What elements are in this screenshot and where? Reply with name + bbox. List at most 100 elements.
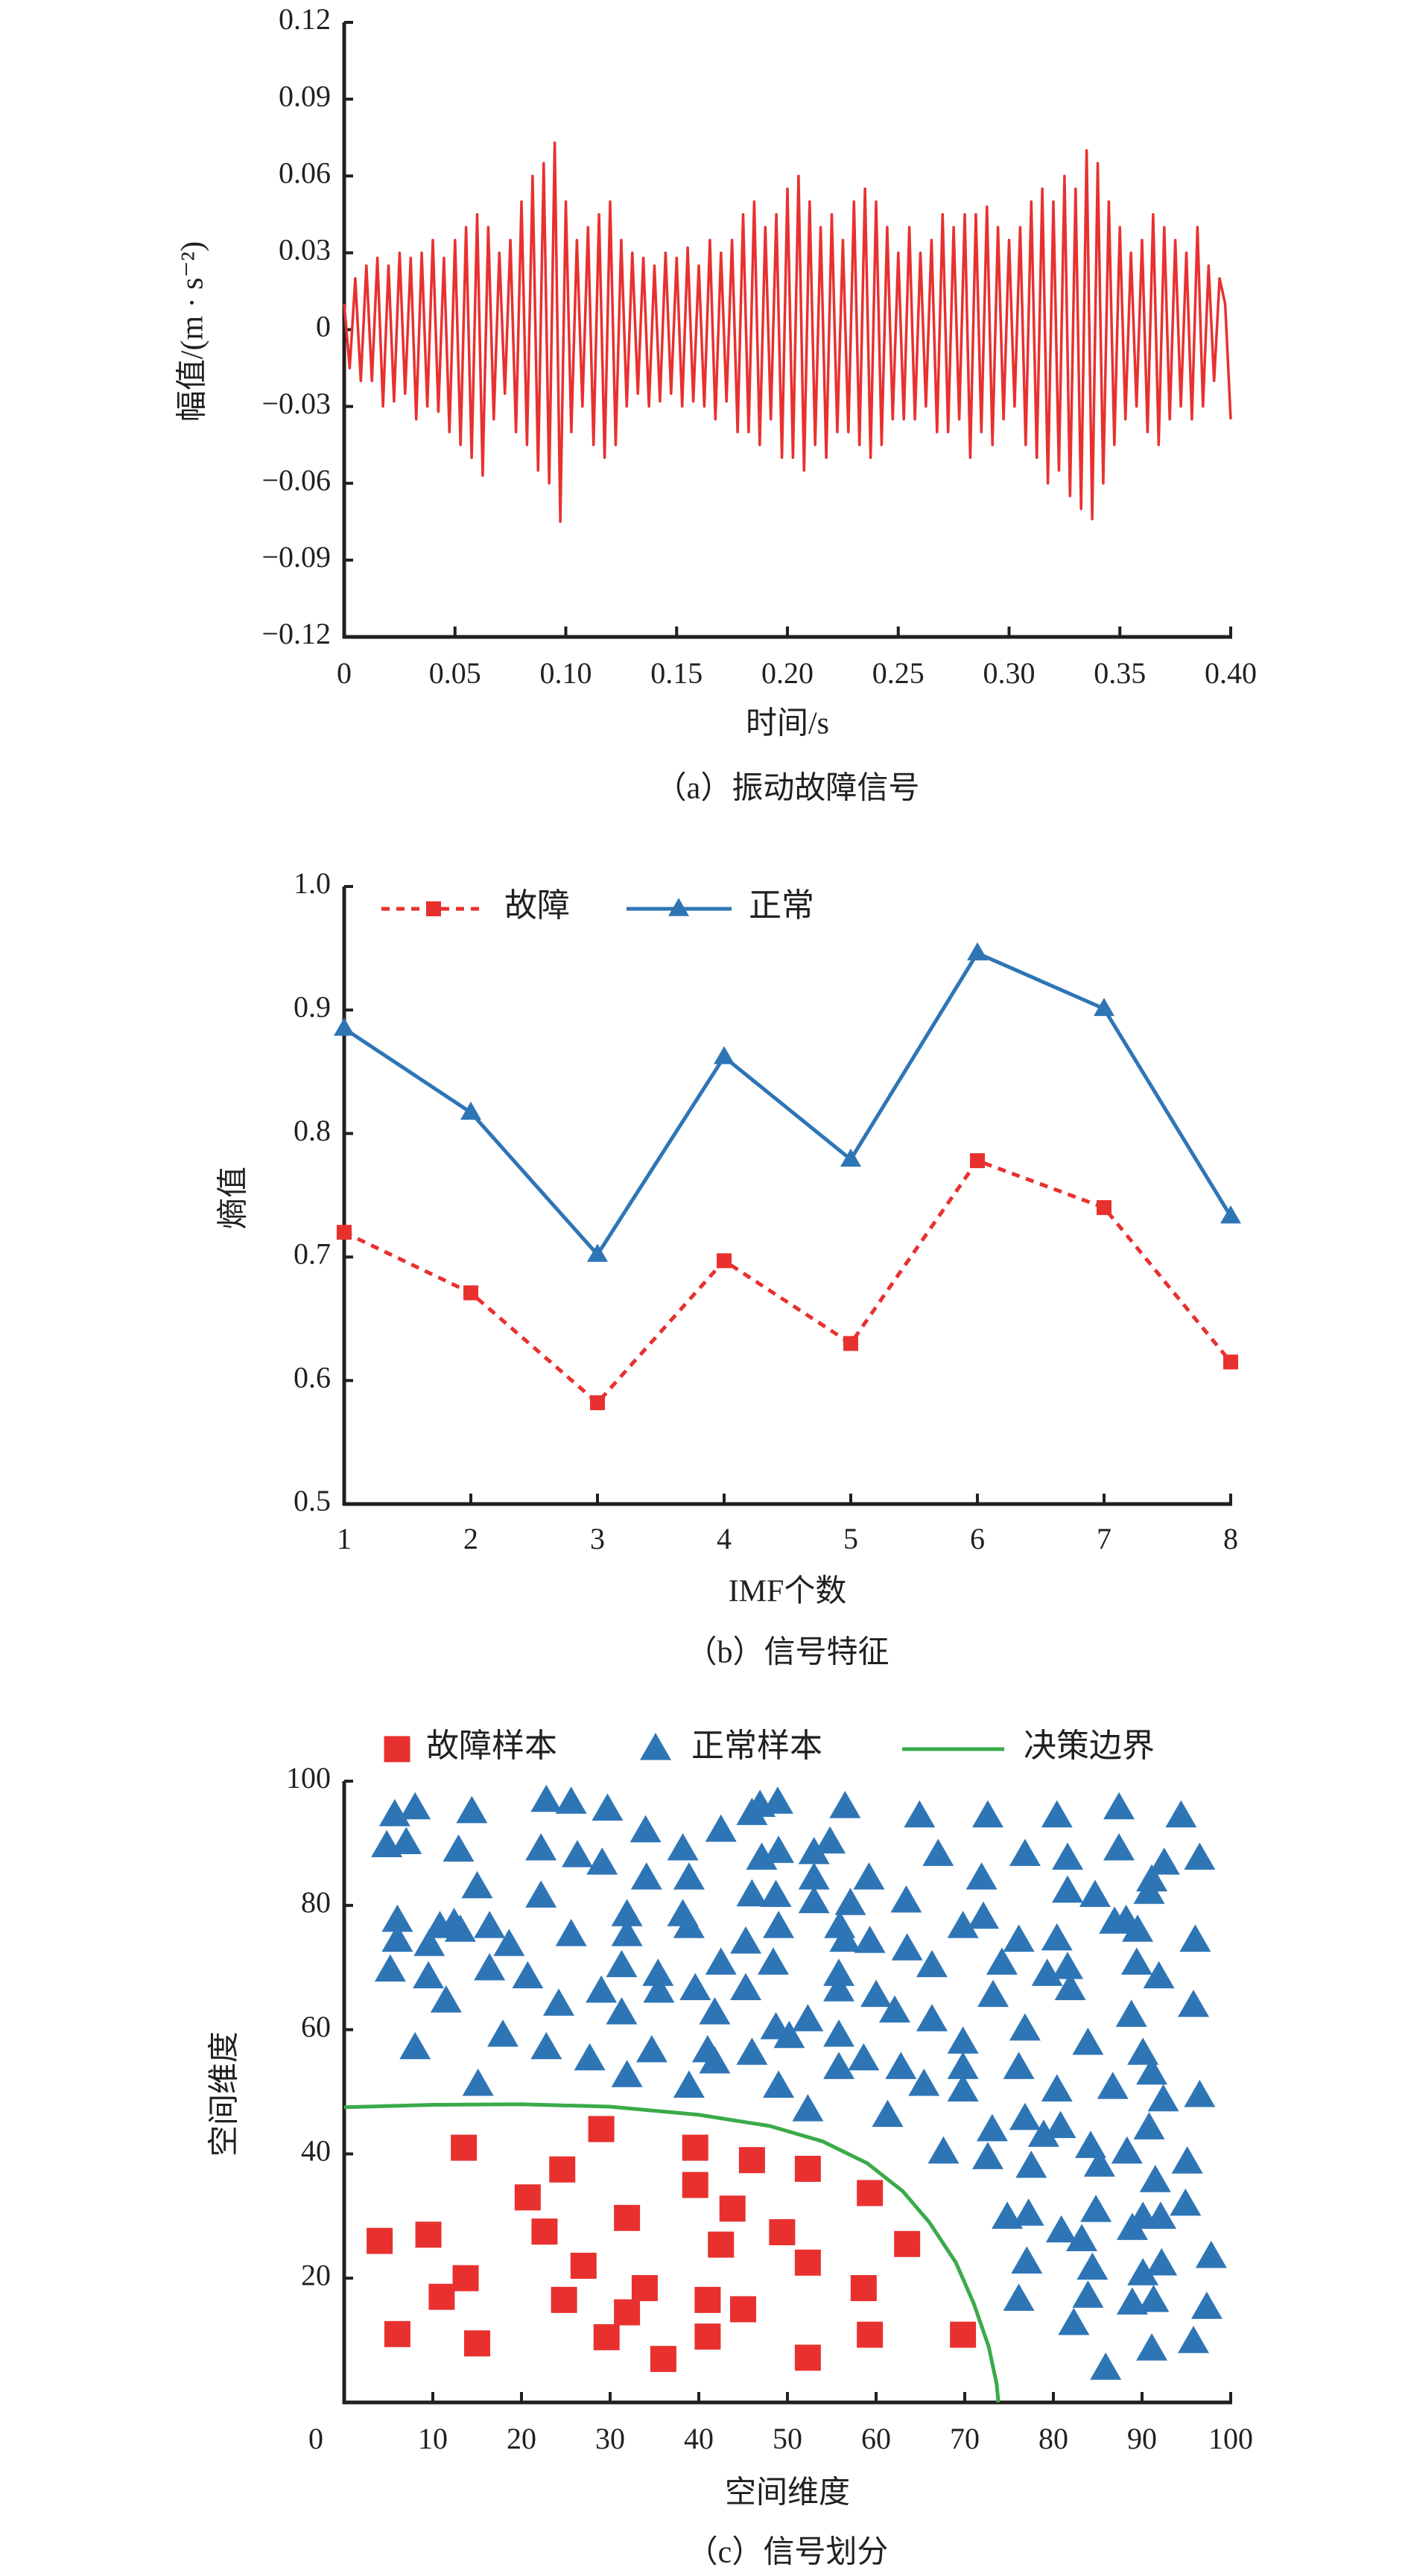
normal-sample-point xyxy=(904,1800,936,1828)
normal-sample-point xyxy=(1080,2195,1112,2222)
normal-sample-point xyxy=(381,1904,413,1932)
fault-sample-point xyxy=(794,2249,821,2276)
normal-point xyxy=(714,1046,735,1065)
normal-sample-point xyxy=(947,2026,979,2054)
normal-sample-point xyxy=(1009,1839,1041,1866)
normal-sample-point xyxy=(1184,2079,1216,2107)
y-axis-title: 幅值/(m · s⁻²) xyxy=(176,241,210,422)
normal-sample-point xyxy=(374,1954,406,1982)
fault-sample-point xyxy=(682,2171,708,2198)
x-tick-label: 0.25 xyxy=(872,656,925,690)
fault-sample-point xyxy=(850,2275,877,2302)
normal-sample-point xyxy=(792,2094,824,2122)
normal-sample-point xyxy=(746,1842,778,1870)
decision-boundary-line xyxy=(343,2102,1000,2403)
fault-sample-point xyxy=(367,2227,393,2254)
y-tick-label: 0.8 xyxy=(294,1114,331,1147)
y-tick-label: −0.09 xyxy=(261,540,331,574)
normal-sample-point xyxy=(1111,2136,1143,2164)
normal-sample-point xyxy=(1066,2224,1098,2251)
fault-sample-point xyxy=(614,2299,641,2326)
y-tick-label: 0.03 xyxy=(279,233,331,267)
normal-sample-point xyxy=(705,1814,737,1842)
x-tick-label: 0.05 xyxy=(429,656,481,690)
fault-sample-point xyxy=(514,2184,541,2211)
normal-sample-point xyxy=(611,1918,643,1947)
legend-label-boundary: 决策边界 xyxy=(1024,1728,1155,1764)
y-tick-label: 0.9 xyxy=(294,990,331,1024)
normal-sample-point xyxy=(763,2070,795,2098)
normal-sample-point xyxy=(760,1879,792,1907)
fault-sample-point xyxy=(857,2321,884,2348)
normal-sample-point xyxy=(872,2099,904,2128)
normal-point xyxy=(334,1018,355,1036)
normal-sample-point xyxy=(461,1871,493,1899)
x-axis-title: 空间维度 xyxy=(725,2475,850,2510)
normal-sample-point xyxy=(586,1975,618,2003)
fault-point xyxy=(463,1285,478,1301)
normal-sample-point xyxy=(1054,1973,1086,2001)
normal-sample-point xyxy=(1122,1914,1154,1942)
normal-sample-point xyxy=(757,1947,789,1975)
fault-sample-point xyxy=(428,2283,455,2310)
normal-sample-point xyxy=(1072,2027,1104,2055)
normal-sample-point xyxy=(922,1839,954,1866)
x-tick-label: 4 xyxy=(717,1522,732,1555)
legend: 故障样本 正常样本 决策边界 xyxy=(384,1728,1155,1764)
normal-sample-point xyxy=(1190,2291,1223,2319)
normal-sample-point xyxy=(443,1834,475,1862)
normal-sample-point xyxy=(1009,2102,1041,2131)
normal-sample-point xyxy=(1041,2074,1073,2101)
series-line-fault xyxy=(343,1158,1232,1406)
normal-sample-point xyxy=(1120,1947,1152,1975)
normal-sample-point xyxy=(705,1947,737,1975)
fault-sample-point xyxy=(894,2230,921,2257)
legend-label-fault: 故障 xyxy=(504,887,570,924)
normal-sample-point xyxy=(525,1833,557,1861)
normal-sample-point xyxy=(1045,2215,1077,2243)
fault-point xyxy=(970,1153,985,1169)
normal-sample-point xyxy=(592,1793,624,1821)
normal-sample-point xyxy=(643,1975,675,2003)
normal-point xyxy=(1220,1205,1241,1224)
x-tick-label: 0 xyxy=(337,656,352,690)
signal-line xyxy=(343,141,1232,524)
normal-sample-point xyxy=(971,2142,1003,2169)
normal-sample-point xyxy=(916,2004,948,2031)
normal-sample-point xyxy=(1052,1952,1084,1979)
fault-sample-point xyxy=(570,2253,597,2280)
x-tick-label: 0.30 xyxy=(983,656,1036,690)
legend-label-normal: 正常 xyxy=(749,887,814,924)
normal-sample-point xyxy=(1041,1923,1073,1951)
normal-sample-point xyxy=(986,1947,1018,1975)
normal-sample-point xyxy=(1052,1875,1084,1903)
fault-sample-point xyxy=(794,2155,821,2182)
normal-sample-point xyxy=(667,1833,699,1861)
x-tick-label: 6 xyxy=(970,1522,985,1555)
fault-point xyxy=(1223,1354,1238,1370)
y-tick-label: 60 xyxy=(301,2010,331,2043)
normal-sample-point xyxy=(444,1914,476,1942)
normal-sample-point xyxy=(798,1836,830,1865)
fault-sample-point xyxy=(950,2321,977,2348)
fault-point xyxy=(717,1253,732,1269)
normal-sample-point xyxy=(1178,1989,1210,2017)
normal-sample-point xyxy=(1090,2353,1122,2380)
normal-sample-point xyxy=(908,2068,940,2096)
chart-panel-b: 1.0 0.9 0.8 0.7 0.6 0.51 2 3 4 5 6 7 8 IMF个数 熵值 （b）信号特征… xyxy=(216,866,1241,1670)
normal-point xyxy=(460,1101,481,1120)
normal-sample-point xyxy=(474,1952,506,1981)
fault-sample-point xyxy=(451,2134,478,2161)
normal-sample-point xyxy=(976,2113,1008,2142)
normal-sample-point xyxy=(947,2074,979,2101)
fault-sample-point xyxy=(682,2134,708,2161)
normal-sample-point xyxy=(1195,2240,1227,2268)
normal-sample-point xyxy=(1027,2119,1059,2147)
chart-caption: （a）振动故障信号 xyxy=(656,772,920,806)
normal-sample-point xyxy=(1003,2052,1035,2079)
normal-sample-point xyxy=(823,1974,855,2002)
normal-sample-point xyxy=(673,1911,705,1938)
normal-sample-point xyxy=(1074,2131,1106,2158)
normal-sample-point xyxy=(1144,2201,1176,2229)
normal-sample-point xyxy=(885,2052,917,2079)
